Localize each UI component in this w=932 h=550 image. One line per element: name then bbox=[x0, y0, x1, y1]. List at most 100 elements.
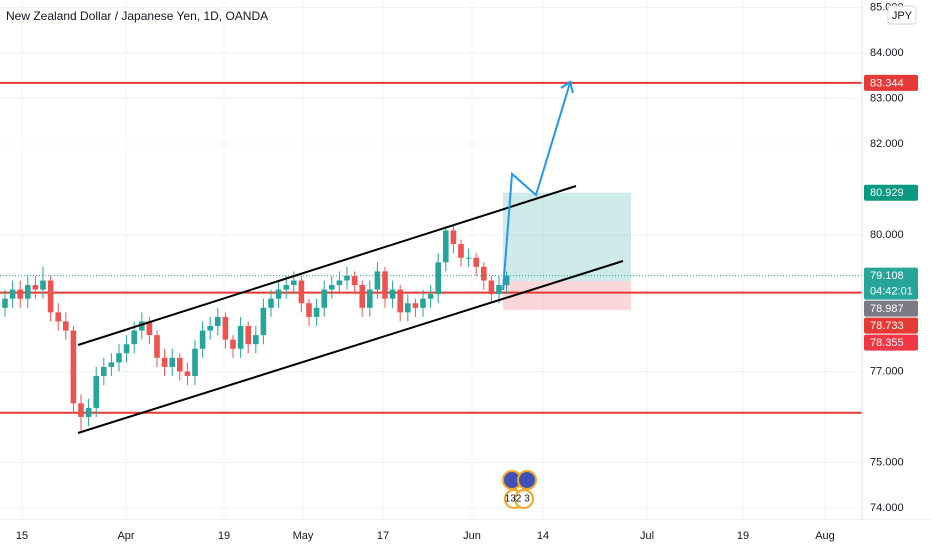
price-label: 78.987 bbox=[870, 303, 904, 315]
candle-body bbox=[298, 280, 305, 304]
profit-zone bbox=[503, 192, 631, 282]
y-tick-label: 74.000 bbox=[870, 502, 904, 514]
candle-body bbox=[412, 303, 419, 308]
price-label-box bbox=[864, 300, 918, 317]
loss-zone bbox=[503, 281, 631, 310]
candle-body bbox=[291, 280, 297, 286]
x-tick-label: 19 bbox=[218, 530, 230, 542]
candle-body bbox=[450, 230, 457, 245]
x-tick-label: 17 bbox=[377, 530, 389, 542]
candle-body bbox=[253, 335, 259, 345]
candle-body bbox=[70, 330, 77, 404]
x-tick-label: Jul bbox=[640, 530, 654, 542]
candle-body bbox=[237, 325, 244, 349]
price-label: 78.733 bbox=[870, 320, 904, 332]
candle-body bbox=[47, 280, 54, 313]
projection-arrow bbox=[502, 82, 571, 291]
price-axis: 74.000 75.000 77.000 80.000 82.000 83.000 84.0… bbox=[864, 1, 918, 514]
candle-body bbox=[458, 244, 464, 258]
y-tick-label: 83.000 bbox=[870, 92, 904, 104]
candle-body bbox=[63, 321, 69, 331]
candle-body bbox=[283, 285, 289, 290]
arrow-head bbox=[560, 80, 574, 94]
candle-body bbox=[230, 339, 236, 349]
candle-body bbox=[207, 325, 213, 331]
x-tick-label: May bbox=[293, 530, 314, 542]
candle-body bbox=[40, 280, 46, 290]
x-tick-label: 19 bbox=[737, 530, 749, 542]
candle-body bbox=[108, 362, 115, 367]
price-label-box bbox=[864, 317, 918, 334]
candle-body bbox=[184, 371, 191, 377]
position-tool bbox=[503, 192, 631, 310]
candle-body bbox=[427, 294, 434, 299]
y-tick-label: 80.000 bbox=[870, 229, 904, 241]
candle-body bbox=[443, 230, 449, 263]
channel-upper bbox=[77, 185, 577, 346]
candle-body bbox=[192, 348, 198, 377]
candle-body bbox=[313, 307, 320, 317]
price-label: 78.355 bbox=[870, 337, 904, 349]
candle-body bbox=[359, 285, 365, 308]
price-label: 79.108 bbox=[870, 270, 904, 282]
candle-body bbox=[367, 289, 373, 308]
currency-label: JPY bbox=[892, 10, 913, 22]
price-label-box bbox=[864, 74, 918, 91]
x-tick-label: Jun bbox=[463, 530, 481, 542]
x-tick-label: 14 bbox=[537, 530, 549, 542]
candle-body bbox=[306, 303, 312, 317]
candle-body bbox=[496, 285, 502, 295]
candle-body bbox=[116, 353, 122, 363]
event-count: 132 bbox=[505, 494, 522, 505]
event-count: 3 bbox=[524, 494, 530, 505]
candle-body bbox=[481, 266, 487, 281]
candle-body bbox=[78, 403, 84, 417]
candle-body bbox=[435, 262, 441, 295]
candle-body bbox=[382, 271, 388, 299]
candle-body bbox=[2, 298, 8, 308]
price-label-box bbox=[864, 267, 918, 300]
channel-lower bbox=[77, 260, 624, 434]
x-tick-label: Aug bbox=[815, 530, 835, 542]
candle-body bbox=[55, 312, 61, 322]
candle-body bbox=[374, 271, 381, 290]
candle-body bbox=[275, 289, 282, 299]
candle-body bbox=[222, 316, 229, 340]
price-label-box bbox=[864, 334, 918, 351]
candle-body bbox=[473, 257, 479, 267]
price-label: 83.344 bbox=[870, 77, 904, 89]
candle-body bbox=[139, 321, 145, 331]
candle-body bbox=[17, 289, 23, 299]
x-tick-label: 15 bbox=[16, 530, 28, 542]
candle-body bbox=[169, 357, 175, 367]
candle-body bbox=[101, 366, 107, 377]
candle-body bbox=[336, 280, 343, 286]
chart-title: New Zealand Dollar / Japanese Yen, 1D, O… bbox=[6, 9, 268, 23]
candle-body bbox=[25, 285, 31, 299]
grid bbox=[0, 0, 862, 520]
candle-body bbox=[344, 275, 350, 281]
candle-body bbox=[465, 257, 472, 259]
x-tick-label: Apr bbox=[117, 530, 134, 542]
candle-body bbox=[503, 275, 510, 286]
y-tick-label: 75.000 bbox=[870, 456, 904, 468]
y-tick-label: 82.000 bbox=[870, 138, 904, 150]
price-label: 80.929 bbox=[870, 187, 904, 199]
event-icon bbox=[514, 489, 534, 509]
candles bbox=[2, 225, 510, 431]
candle-body bbox=[123, 344, 130, 354]
candle-body bbox=[351, 275, 358, 286]
candle-body bbox=[177, 357, 183, 372]
y-tick-label: 84.000 bbox=[870, 47, 904, 59]
candle-body bbox=[329, 285, 335, 290]
candle-body bbox=[146, 321, 153, 336]
candle-body bbox=[488, 280, 495, 295]
price-label-box bbox=[864, 184, 918, 201]
candle-body bbox=[321, 289, 327, 308]
y-tick-label: 77.000 bbox=[870, 365, 904, 377]
event-icon bbox=[517, 470, 537, 490]
candle-body bbox=[154, 335, 160, 358]
candle-body bbox=[397, 289, 403, 313]
